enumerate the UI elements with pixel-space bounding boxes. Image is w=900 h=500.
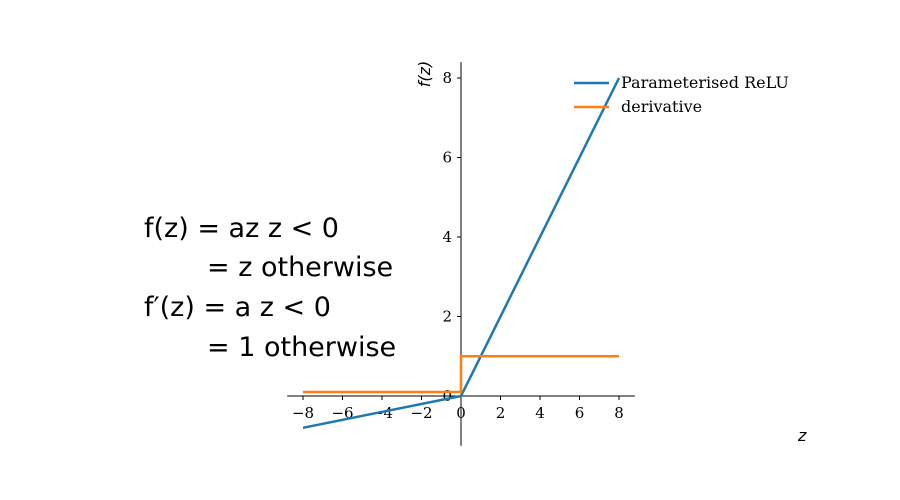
y-tick-label: 4	[442, 228, 452, 246]
x-tick-label: 2	[496, 404, 506, 422]
y-tick-label: 8	[442, 69, 452, 87]
y-axis-label: f(z)	[415, 61, 434, 88]
x-tick-label: 8	[614, 404, 624, 422]
formula-line-1: f(z) = az z < 0	[144, 213, 339, 244]
series-line-prelu	[302, 77, 621, 430]
x-tick-label: 4	[535, 404, 545, 422]
x-tick-label: 0	[456, 404, 466, 422]
y-tick-label: 2	[442, 308, 452, 326]
series-lines	[302, 77, 621, 430]
x-tick-label: −2	[410, 404, 432, 422]
formula-annotation: f(z) = az z < 0 = z otherwise f′(z) = a …	[144, 213, 396, 363]
x-tick-label: 6	[575, 404, 585, 422]
formula-line-2: = z otherwise	[207, 252, 393, 283]
x-tick-label: −8	[292, 404, 314, 422]
y-tick-label: 6	[442, 149, 452, 167]
legend-label-prelu: Parameterised ReLU	[621, 73, 789, 92]
legend-label-derivative: derivative	[621, 97, 702, 116]
series-line-derivative	[303, 355, 619, 394]
x-axis-label: z	[797, 426, 807, 445]
formula-line-4: = 1 otherwise	[207, 332, 396, 363]
formula-line-3: f′(z) = a z < 0	[144, 292, 331, 323]
legend: Parameterised ReLU derivative	[574, 73, 789, 116]
y-tick-label-zero: 0	[442, 387, 452, 405]
